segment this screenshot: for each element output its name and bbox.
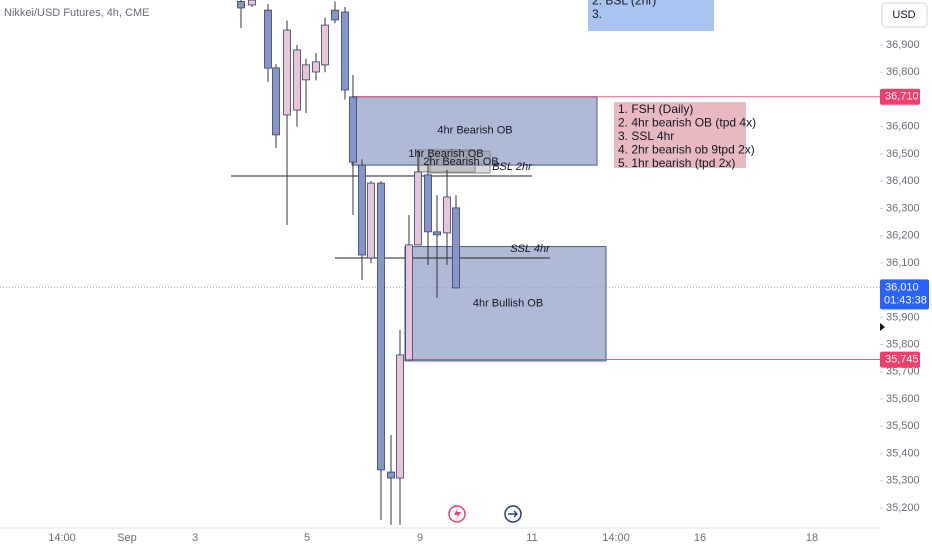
- candle-body: [414, 171, 422, 246]
- candle-body: [424, 174, 432, 233]
- x-tick-label: 18: [806, 532, 818, 544]
- y-tick-label: 36,800: [886, 66, 920, 78]
- y-tick-label: 36,300: [886, 202, 920, 214]
- zone-label: 4hr Bearish OB: [437, 125, 512, 137]
- note-line: 2. 4hr bearish OB (tpd 4x): [618, 116, 756, 130]
- note-box: [588, 0, 714, 31]
- note-box: [614, 102, 746, 168]
- y-tick-label: 35,200: [886, 502, 920, 514]
- y-tick-label: 36,200: [886, 230, 920, 242]
- y-tick-label: 36,600: [886, 121, 920, 133]
- candle-body: [349, 96, 357, 163]
- currency[interactable]: USD: [892, 9, 915, 21]
- candle-body: [272, 67, 280, 136]
- candle-body: [396, 354, 404, 479]
- chart-title: Nikkei/USD Futures, 4h, CME: [4, 7, 149, 19]
- note-line: 3. SSL 4hr: [618, 129, 674, 143]
- note-line: 1. FSH (Daily): [618, 102, 693, 116]
- y-tick-label: 35,500: [886, 420, 920, 432]
- candle-body: [341, 11, 349, 91]
- y-tick-label: 35,800: [886, 338, 920, 350]
- x-tick-label: 11: [526, 532, 537, 544]
- candle-body: [377, 182, 385, 471]
- candle-body: [405, 244, 413, 361]
- x-tick-label: Sep: [117, 532, 137, 544]
- candle-body: [321, 24, 329, 66]
- zone-label: 1hr Bearish OB: [408, 148, 483, 160]
- note-line: 4. 2hr bearish ob 9tpd 2x): [618, 143, 755, 157]
- scroll-arrow[interactable]: [880, 323, 885, 331]
- candle-body: [433, 231, 441, 236]
- x-tick-label: 14:00: [602, 532, 630, 544]
- last-price-label: 36,010: [885, 281, 919, 293]
- x-tick-label: 14:00: [48, 532, 76, 544]
- y-tick-label: 36,900: [886, 39, 920, 51]
- candle-body: [312, 61, 320, 73]
- level-badge-label: 36,710: [885, 91, 919, 103]
- candle-body: [358, 164, 366, 256]
- y-tick-label: 36,400: [886, 175, 920, 187]
- candle-body: [302, 64, 310, 81]
- candle-body: [452, 207, 460, 289]
- replay-icon-arrow: [508, 510, 518, 518]
- note-line: 5. 1hr bearish (tpd 2x): [618, 156, 735, 170]
- candle-body: [331, 9, 339, 21]
- last-price-badge: [880, 279, 929, 310]
- countdown: 01:43:38: [884, 294, 927, 306]
- liquidity-label: BSL 2hr: [492, 161, 533, 173]
- currency-button[interactable]: [881, 2, 928, 28]
- y-tick-label: 36,100: [886, 257, 920, 269]
- candle-body: [293, 49, 301, 111]
- y-tick-label: 35,900: [886, 311, 920, 323]
- zone-label: 4hr Bullish OB: [473, 297, 543, 309]
- candle-body: [237, 1, 245, 9]
- y-tick-label: 35,600: [886, 393, 920, 405]
- note-line: 3.: [592, 7, 602, 21]
- x-tick-label: 9: [417, 532, 423, 544]
- x-tick-label: 3: [192, 532, 198, 544]
- zone: [404, 246, 607, 362]
- candle-body: [264, 9, 272, 69]
- event-icon-bolt: [454, 508, 461, 520]
- level-badge: [880, 88, 920, 105]
- candle-body: [387, 471, 395, 479]
- liquidity-label: SSL 4hr: [510, 243, 551, 255]
- level-badge-label: 35,745: [885, 353, 919, 365]
- y-tick-label: 35,300: [886, 475, 920, 487]
- candle-body: [443, 196, 451, 234]
- x-tick-label: 5: [304, 532, 310, 544]
- zone-label: 2hr Bearish OB: [423, 156, 498, 168]
- zone: [429, 150, 491, 174]
- candle-body: [248, 0, 256, 6]
- y-tick-label: 35,400: [886, 447, 920, 459]
- y-tick-label: 36,500: [886, 148, 920, 160]
- candle-body: [367, 182, 375, 259]
- x-tick-label: 16: [694, 532, 706, 544]
- level-badge: [880, 351, 920, 368]
- candle-body: [283, 29, 291, 116]
- note-line: 2. BSL (2hr): [592, 0, 656, 8]
- y-tick-label: 35,700: [886, 366, 920, 378]
